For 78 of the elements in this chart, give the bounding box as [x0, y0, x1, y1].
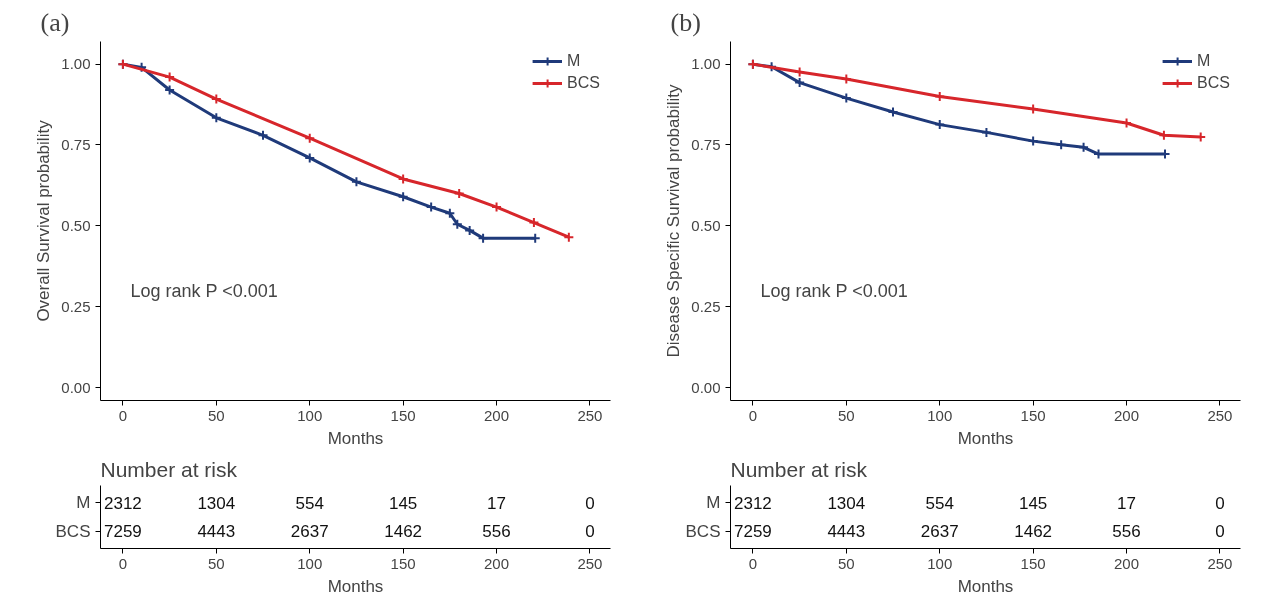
x-tick-label: 50	[207, 406, 225, 424]
annotation: Log rank P <0.001	[760, 280, 908, 301]
x-tick-label: 250	[1207, 554, 1233, 572]
chart-title: (a)	[40, 7, 70, 37]
x-tick-label: 150	[1020, 554, 1046, 572]
data-label: 7259	[104, 522, 142, 542]
x-tick-label: 50	[207, 554, 225, 572]
data-label: 554	[925, 493, 954, 513]
y-tick-label: M	[76, 493, 91, 513]
x-tick-label: 250	[1207, 406, 1233, 424]
data-label: 556	[1112, 522, 1141, 542]
legend-label: M	[1197, 52, 1212, 70]
x-tick-label: 250	[577, 554, 603, 572]
x-tick-label: 150	[390, 406, 416, 424]
data-label: 1304	[827, 493, 866, 513]
y-tick-label: 0.50	[61, 216, 91, 234]
y-tick-label: M	[706, 493, 721, 513]
y-tick-label: 1.00	[61, 55, 91, 73]
chart-title: (b)	[670, 7, 701, 37]
x-tick-label: 200	[484, 554, 510, 572]
data-label: 17	[1117, 493, 1137, 513]
data-label: 7259	[734, 522, 772, 542]
y-tick-label: 1.00	[691, 55, 721, 73]
y-tick-label: 0.50	[691, 216, 721, 234]
data-label: 1462	[1014, 522, 1053, 542]
data-label: 2637	[920, 522, 959, 542]
legend-label: M	[567, 52, 582, 70]
data-label: 4443	[197, 522, 236, 542]
y-tick-label: 0.00	[61, 378, 91, 396]
y-tick-label: 0.75	[61, 136, 91, 153]
chart-title: Number at risk	[730, 457, 868, 481]
x-tick-label: 100	[927, 406, 953, 424]
x-axis-title: Months	[327, 428, 384, 448]
x-tick-label: 100	[927, 554, 953, 572]
data-label: 556	[482, 522, 511, 542]
data-label: 0	[585, 493, 595, 513]
x-tick-label: 150	[390, 554, 416, 572]
data-label: 4443	[827, 522, 866, 542]
y-tick-label: BCS	[55, 521, 91, 541]
x-tick-label: 200	[1114, 554, 1140, 572]
data-label: 2312	[104, 493, 142, 513]
data-label: 2312	[734, 493, 772, 513]
x-axis-title: Months	[957, 428, 1014, 448]
x-axis-title: Months	[327, 576, 384, 596]
x-tick-label: 200	[484, 406, 510, 424]
x-tick-label: 0	[118, 406, 128, 424]
data-label: 145	[388, 493, 418, 513]
data-label: 0	[585, 522, 595, 542]
x-tick-label: 50	[837, 554, 855, 572]
chart-title: Number at risk	[100, 457, 238, 481]
data-label: 1304	[197, 493, 236, 513]
data-label: 0	[1215, 493, 1225, 513]
y-tick-label: 0.00	[691, 378, 721, 396]
data-label: 0	[1215, 522, 1225, 542]
y-tick-label: BCS	[685, 521, 721, 541]
y-tick-label: 0.25	[61, 297, 91, 315]
legend-label: BCS	[1197, 74, 1230, 92]
x-tick-label: 0	[748, 406, 758, 424]
data-label: 1462	[384, 522, 423, 542]
x-tick-label: 200	[1114, 406, 1140, 424]
x-tick-label: 100	[297, 406, 323, 424]
data-label: 2637	[290, 522, 329, 542]
data-label: 145	[1018, 493, 1048, 513]
y-axis-title: Overall Survival probability	[34, 119, 54, 322]
x-tick-label: 0	[748, 554, 758, 572]
y-tick-label: 0.75	[691, 136, 721, 153]
x-axis-title: Months	[957, 576, 1014, 596]
y-axis-title: Disease Specific Survival probability	[664, 83, 684, 358]
legend-label: BCS	[567, 74, 600, 92]
x-tick-label: 150	[1020, 406, 1046, 424]
x-tick-label: 100	[297, 554, 323, 572]
y-tick-label: 0.25	[691, 297, 721, 315]
annotation: Log rank P <0.001	[130, 280, 278, 301]
x-tick-label: 250	[577, 406, 603, 424]
x-tick-label: 0	[118, 554, 128, 572]
x-tick-label: 50	[837, 406, 855, 424]
data-label: 17	[487, 493, 507, 513]
data-label: 554	[295, 493, 324, 513]
